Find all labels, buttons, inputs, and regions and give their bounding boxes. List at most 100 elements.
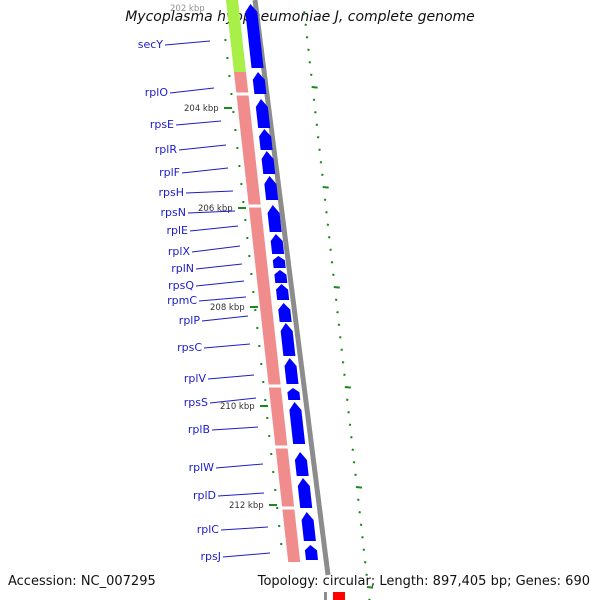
outer-tick	[365, 573, 368, 577]
genome-backbone-arc	[252, 0, 331, 576]
gene-leader-line	[203, 343, 251, 349]
outer-tick	[332, 273, 335, 277]
gene-leader-line	[169, 87, 215, 94]
backbone-end	[324, 592, 327, 600]
outer-tick	[352, 461, 356, 464]
gene-arrow	[252, 72, 267, 94]
gene-leader-line	[164, 40, 211, 46]
outer-tick	[345, 398, 349, 402]
gene-label-rplF: rplF	[159, 166, 180, 179]
outer-tick	[311, 86, 318, 89]
kbp-scale-label: 212 kbp	[229, 501, 264, 511]
gene-arrow	[289, 402, 306, 444]
gene-arrow	[272, 256, 286, 268]
gene-label-rpsH: rpsH	[158, 186, 184, 199]
outer-tick	[336, 311, 339, 314]
outer-tick	[358, 511, 361, 514]
gene-label-rplD: rplD	[193, 489, 216, 502]
outer-tick	[361, 536, 364, 539]
gene-arrow	[267, 205, 282, 232]
gene-leader-line	[189, 225, 239, 232]
outer-tick	[363, 561, 367, 564]
gene-label-rpsJ: rpsJ	[201, 550, 221, 563]
kbp-scale-label: 206 kbp	[198, 204, 233, 214]
gene-arrow	[280, 323, 296, 356]
outer-tick	[339, 336, 342, 339]
gene-leader-line	[217, 492, 265, 497]
outer-tick	[334, 298, 338, 302]
gene-label-rpsN: rpsN	[161, 206, 186, 219]
outer-tick	[330, 261, 334, 264]
gene-label-rplV: rplV	[184, 372, 207, 385]
outer-tick	[366, 586, 374, 589]
outer-tick	[340, 348, 343, 352]
outer-tick	[318, 148, 321, 152]
gene-label-rplB: rplB	[188, 423, 210, 436]
kbp-scale-label: 208 kbp	[210, 303, 245, 313]
outer-tick	[307, 48, 310, 52]
gene-arrow	[274, 270, 288, 283]
outer-tick	[348, 423, 352, 427]
gene-label-rpsS: rpsS	[184, 396, 208, 409]
gene-leader-line	[175, 120, 222, 126]
pink-track-segment	[233, 72, 301, 562]
gene-label-rplW: rplW	[189, 461, 215, 474]
outer-tick	[315, 123, 319, 127]
genome-title: Mycoplasma hyopneumoniae J, complete gen…	[125, 9, 475, 25]
kbp-scale-label: 204 kbp	[184, 104, 219, 114]
outer-tick	[354, 473, 357, 477]
gene-leader-line	[215, 463, 264, 469]
outer-tick	[351, 448, 355, 452]
gene-label-rpsC: rpsC	[177, 341, 202, 354]
accession-text: Accession: NC_007295	[8, 574, 156, 589]
gene-arrow	[294, 452, 309, 476]
outer-tick	[350, 436, 353, 439]
outer-tick	[344, 386, 351, 389]
gene-leader-line	[195, 280, 245, 287]
outer-tick	[362, 548, 366, 552]
gene-label-rpmC: rpmC	[167, 294, 197, 307]
gene-leader-line	[181, 167, 229, 174]
genome-summary-text: Topology: circular; Length: 897,405 bp; …	[257, 574, 590, 589]
outer-tick	[322, 186, 329, 189]
gene-arrow	[284, 358, 299, 384]
outer-tick	[357, 498, 360, 502]
gene-label-rplO: rplO	[145, 86, 169, 99]
outer-tick	[314, 111, 317, 114]
gene-leader-line	[185, 190, 234, 194]
gene-label-rpsE: rpsE	[150, 118, 174, 131]
gene-arrow	[245, 4, 264, 68]
gene-label-secY: secY	[138, 38, 164, 51]
outer-tick	[326, 223, 330, 227]
gene-label-rpsQ: rpsQ	[168, 279, 194, 292]
green-track-segment	[226, 0, 246, 72]
gene-leader-line	[211, 426, 259, 431]
gene-leader-line	[187, 210, 236, 214]
kbp-scale-label: 210 kbp	[220, 402, 255, 412]
gene-arrow	[259, 129, 273, 150]
gene-leader-line	[222, 552, 271, 558]
outer-tick	[355, 486, 363, 489]
gene-arrow	[270, 234, 285, 254]
gene-arrow	[301, 512, 316, 541]
outer-tick	[337, 323, 341, 327]
gene-arrow	[304, 545, 318, 560]
gene-leader-line	[178, 144, 227, 151]
outer-tick	[329, 248, 332, 252]
gene-leader-line	[195, 263, 243, 270]
outer-tick	[304, 23, 307, 27]
gene-leader-line	[198, 296, 247, 302]
kbp-scale-label-top: 202 kbp	[170, 4, 205, 14]
outer-tick	[323, 198, 327, 202]
gene-leader-line	[209, 397, 257, 404]
outer-tick	[303, 11, 306, 14]
gene-leader-line	[201, 315, 249, 322]
outer-tick	[347, 411, 350, 414]
gene-arrow	[278, 303, 292, 322]
red-marker	[333, 592, 345, 600]
gene-leader-line	[220, 526, 269, 531]
outer-tick	[359, 523, 363, 527]
gene-arrow	[287, 388, 301, 400]
gene-leader-line	[207, 374, 255, 380]
